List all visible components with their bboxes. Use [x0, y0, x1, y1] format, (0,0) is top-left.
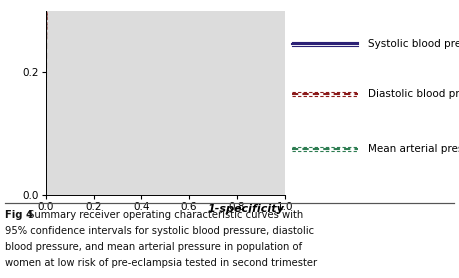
- Text: women at low risk of pre-eclampsia tested in second trimester: women at low risk of pre-eclampsia teste…: [5, 258, 317, 268]
- Text: Summary receiver operating characteristic curves with: Summary receiver operating characteristi…: [25, 210, 303, 220]
- Text: Fig 4: Fig 4: [5, 210, 33, 220]
- Text: Mean arterial pressure: Mean arterial pressure: [368, 144, 459, 154]
- Text: Diastolic blood pressure: Diastolic blood pressure: [368, 89, 459, 99]
- Text: Systolic blood pressure: Systolic blood pressure: [368, 39, 459, 49]
- Text: blood pressure, and mean arterial pressure in population of: blood pressure, and mean arterial pressu…: [5, 242, 302, 252]
- Text: 1-specificity: 1-specificity: [208, 204, 285, 214]
- Text: 95% confidence intervals for systolic blood pressure, diastolic: 95% confidence intervals for systolic bl…: [5, 226, 313, 236]
